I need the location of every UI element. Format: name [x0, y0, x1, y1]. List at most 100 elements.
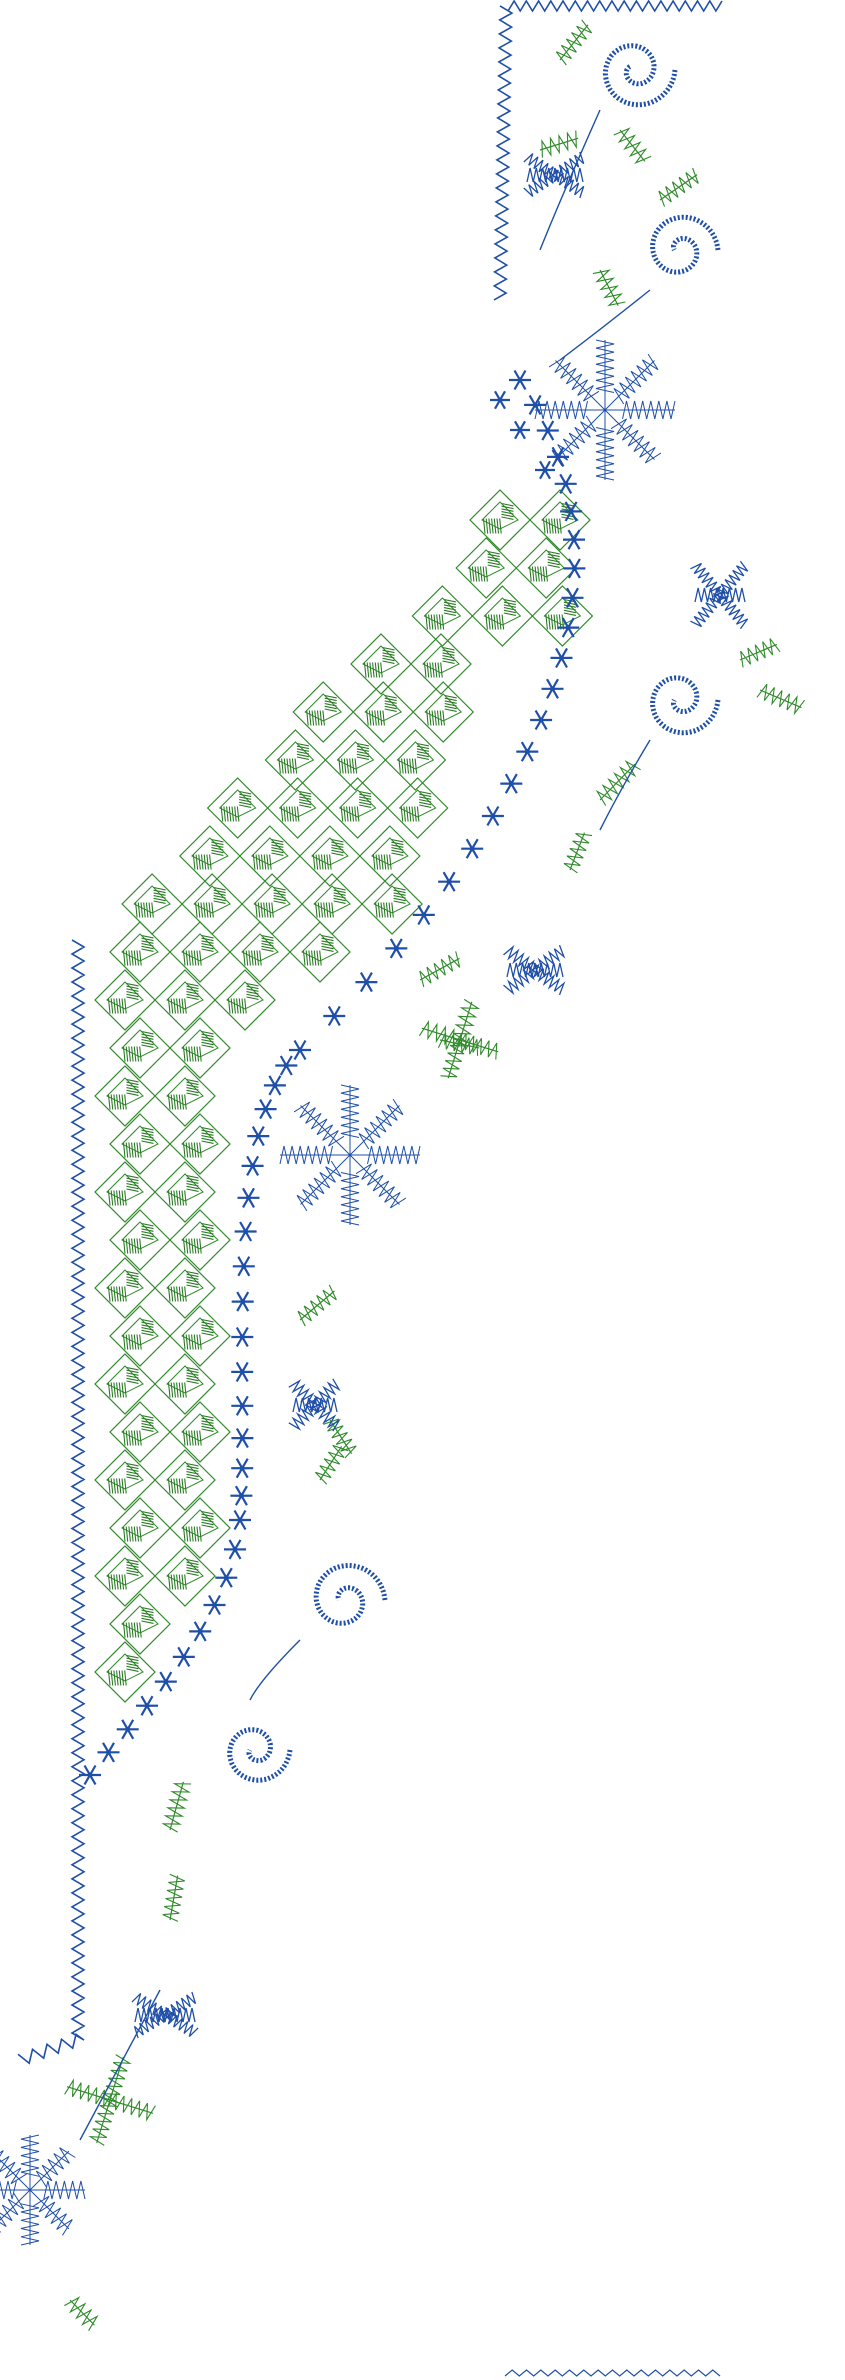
lattice-tile: [531, 585, 594, 647]
asterisk-flower: [229, 1509, 251, 1531]
asterisk-flower: [289, 1039, 311, 1061]
asterisk-flower: [412, 904, 435, 926]
lattice-tile: [214, 969, 276, 1031]
leaf-sprig: [592, 269, 626, 307]
asterisk-flower: [323, 1005, 346, 1027]
lattice-tile: [169, 921, 231, 983]
lattice-tile: [109, 1401, 171, 1463]
lattice-tile: [515, 537, 578, 599]
asterisk-flower: [203, 1594, 226, 1616]
lattice-tile: [384, 729, 447, 791]
lattice-tile: [94, 1257, 156, 1319]
asterisk-flower: [234, 1221, 257, 1242]
lattice-tile: [109, 1209, 171, 1271]
leaf-sprig: [419, 951, 461, 988]
lattice-tile: [154, 1353, 216, 1415]
asterisk-flower: [231, 1291, 254, 1312]
lattice-tile: [94, 1353, 156, 1415]
scroll-curl: [313, 1562, 388, 1626]
lattice-tile: [324, 729, 387, 791]
asterisk-flower: [231, 1427, 254, 1449]
asterisk-flower: [215, 1567, 238, 1588]
asterisk-flower: [116, 1719, 139, 1740]
asterisk-flower: [247, 1126, 270, 1147]
lattice-tile: [299, 825, 361, 887]
lattice-tile: [410, 633, 472, 695]
asterisk-flower: [554, 473, 577, 494]
lattice-tile: [455, 537, 518, 599]
lattice-tile: [154, 969, 216, 1031]
scroll-curl-motif: [79, 43, 721, 2141]
lattice-tile: [109, 1113, 171, 1175]
lattice-tile: [229, 921, 291, 983]
asterisk-flower: [237, 1187, 260, 1208]
scroll-stem: [539, 109, 601, 251]
asterisk-flower: [461, 838, 484, 859]
asterisk-flower: [561, 587, 584, 608]
lattice-tile: [94, 969, 156, 1031]
knot-bud: [503, 944, 566, 996]
lattice-tile: [154, 1449, 216, 1511]
asterisk-flower-chain: [79, 369, 586, 1786]
leaf-sprig: [563, 832, 593, 874]
knot-bud: [288, 1378, 341, 1432]
asterisk-flower: [438, 871, 461, 892]
asterisk-flower: [231, 1361, 254, 1382]
lattice-tile: [361, 873, 423, 935]
asterisk-flower: [172, 1646, 195, 1667]
leaf-sprig: [555, 19, 593, 66]
asterisk-flower: [223, 1539, 247, 1560]
lattice-tile: [350, 633, 412, 695]
scroll-curl: [227, 1727, 293, 1783]
lattice-tile: [412, 681, 475, 743]
lattice-tile: [94, 1449, 156, 1511]
scroll-stem: [559, 289, 651, 361]
leaf-sprig: [451, 998, 481, 1043]
scroll-curl: [602, 43, 678, 108]
asterisk-flower: [530, 709, 553, 731]
lattice-tile: [289, 921, 351, 983]
asterisk-flower: [254, 1099, 277, 1120]
lattice-tile: [154, 1545, 216, 1607]
star-flower-motif: [0, 339, 676, 2246]
border-top-edge: [507, 0, 723, 13]
asterisk-flower: [490, 390, 510, 410]
leaf-sprig-motif: [64, 19, 806, 2331]
asterisk-flower: [510, 420, 530, 440]
leaf-sprig: [64, 2296, 99, 2331]
lattice-tile: [169, 1017, 231, 1079]
asterisk-flower: [231, 1395, 254, 1416]
asterisk-flower: [563, 558, 586, 579]
leaf-sprig: [297, 1284, 337, 1327]
asterisk-flower: [535, 460, 555, 480]
lattice-tile: [206, 777, 269, 839]
lattice-tile: [266, 777, 329, 839]
leaf-sprig: [88, 2097, 119, 2146]
asterisk-flower: [500, 773, 523, 794]
lattice-tile: [109, 921, 171, 983]
asterisk-flower: [231, 1458, 254, 1479]
leaf-sprig: [658, 167, 699, 207]
left-edge: [17, 939, 86, 2065]
asterisk-flower: [355, 972, 378, 993]
star-flower: [0, 2134, 86, 2246]
lattice-tile: [169, 1209, 231, 1271]
asterisk-flower: [189, 1621, 212, 1642]
asterisk-flower: [557, 617, 580, 638]
lattice-tile: [471, 585, 534, 647]
knot-bud: [131, 1991, 199, 2039]
lattice-tile: [169, 1497, 231, 1559]
lattice-tile: [529, 489, 591, 551]
lattice-tile: [169, 1113, 231, 1175]
lattice-tile: [109, 1497, 171, 1559]
star-flower: [534, 339, 676, 481]
asterisk-flower: [135, 1695, 159, 1716]
scroll-stem: [599, 739, 651, 831]
lattice-tile: [154, 1257, 216, 1319]
lattice-tile: [109, 1017, 171, 1079]
scroll-stem: [79, 1989, 161, 2141]
leaf-sprig: [314, 1444, 349, 1485]
leaf-sprig: [613, 127, 652, 165]
asterisk-flower: [79, 1764, 101, 1786]
